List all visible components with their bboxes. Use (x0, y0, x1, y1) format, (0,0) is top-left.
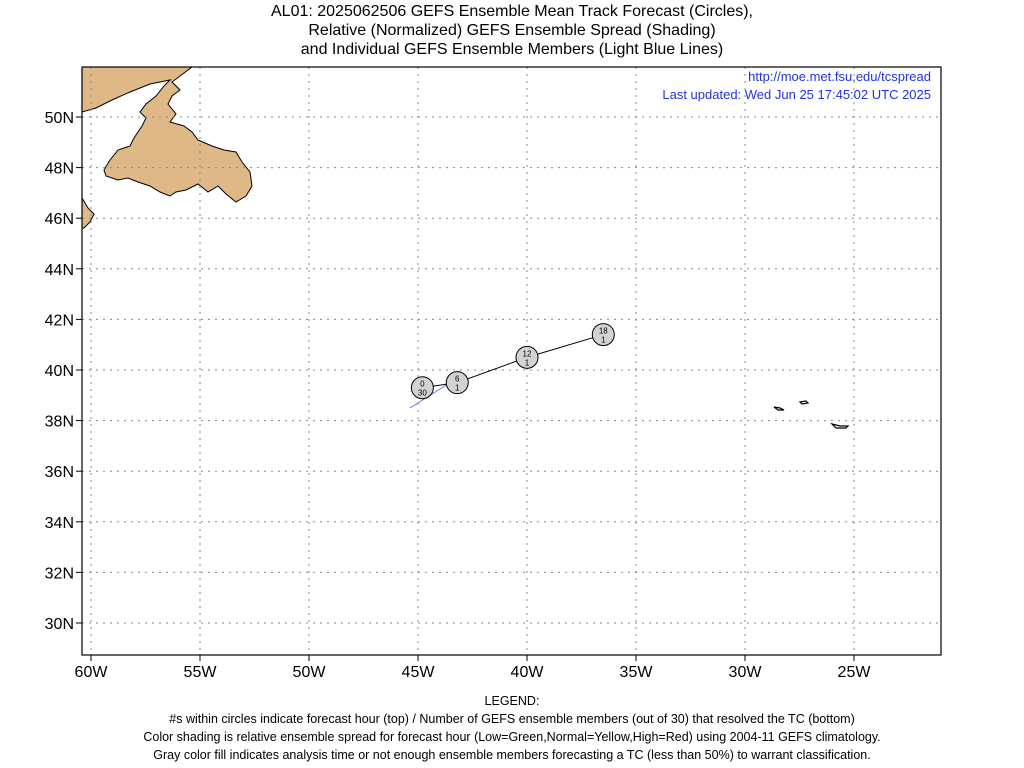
track-point-circle (515, 345, 539, 369)
azores-island-central (798, 400, 810, 405)
latitude-label: 40N (45, 363, 74, 380)
longitude-label: 25W (838, 664, 872, 681)
map-frame (81, 66, 942, 656)
title-line-2: Relative (Normalized) GEFS Ensemble Spre… (308, 22, 716, 39)
forecast-hour-label: 18 (599, 327, 608, 336)
latitude-label: 32N (45, 565, 74, 582)
title-line-3: and Individual GEFS Ensemble Members (Li… (300, 41, 724, 58)
latitude-label: 36N (45, 464, 74, 481)
member-count-label: 30 (418, 389, 427, 398)
forecast-hour-label: 0 (420, 380, 425, 389)
longitude-label: 35W (620, 664, 654, 681)
track-point-marker: 121 (515, 345, 539, 369)
longitude-label: 40W (511, 664, 545, 681)
legend-heading: LEGEND: (484, 694, 540, 708)
latitude-label: 46N (45, 211, 74, 228)
newfoundland-landmass (82, 67, 253, 203)
track-point-circle (591, 323, 615, 347)
legend-line-3: Gray color fill indicates analysis time … (153, 748, 871, 762)
nova-scotia-landmass (82, 197, 95, 229)
map-panel: 30N 32N 34N 36N 38N 40N 42N 44N 46N 48N 50N 60W 55W… (45, 66, 942, 681)
last-updated-text: Last updated: Wed Jun 25 17:45:02 UTC 20… (662, 87, 931, 102)
azores-island-east (830, 422, 850, 429)
source-url[interactable]: http://moe.met.fsu.edu/tcspread (748, 69, 931, 84)
longitude-label: 30W (729, 664, 763, 681)
latitude-label: 42N (45, 312, 74, 329)
legend-line-1: #s within circles indicate forecast hour… (169, 712, 855, 726)
track-point-marker: 61 (445, 371, 469, 395)
longitude-label: 60W (75, 664, 109, 681)
lat-lon-grid (82, 67, 941, 655)
track-segment (457, 356, 528, 384)
title-line-1: AL01: 2025062506 GEFS Ensemble Mean Trac… (271, 3, 753, 20)
member-count-label: 1 (601, 336, 606, 345)
track-point-circle (410, 376, 434, 400)
track-point-marker: 181 (591, 323, 615, 347)
legend-line-2: Color shading is relative ensemble sprea… (143, 730, 881, 744)
latitude-label: 34N (45, 515, 74, 532)
member-count-label: 1 (525, 358, 530, 367)
track-point-circle (445, 371, 469, 395)
longitude-label: 50W (293, 664, 327, 681)
latitude-label: 44N (45, 262, 74, 279)
latitude-label: 30N (45, 616, 74, 633)
latitude-label: 50N (45, 110, 74, 127)
longitude-labels: 60W 55W 50W 45W 40W 35W 30W 25W (75, 664, 872, 681)
track-segment (526, 334, 604, 358)
longitude-label: 45W (402, 664, 436, 681)
forecast-hour-label: 6 (455, 375, 460, 384)
latitude-label: 38N (45, 414, 74, 431)
forecast-hour-label: 12 (523, 349, 532, 358)
latitude-label: 48N (45, 161, 74, 178)
axis-ticks (76, 116, 855, 661)
member-count-label: 1 (455, 384, 460, 393)
track-point-marker: 030 (410, 376, 434, 400)
latitude-labels: 30N 32N 34N 36N 38N 40N 42N 44N 46N 48N 50N (45, 110, 74, 633)
azores-island-west (773, 406, 785, 411)
longitude-label: 55W (184, 664, 218, 681)
